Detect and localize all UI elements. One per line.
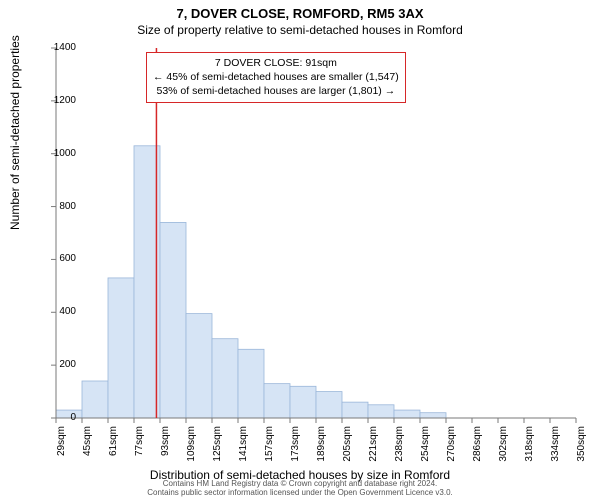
- x-tick-label: 125sqm: [212, 426, 223, 476]
- x-tick-label: 93sqm: [160, 426, 171, 476]
- y-tick-label: 800: [36, 201, 76, 212]
- x-tick-label: 61sqm: [108, 426, 119, 476]
- chart-title: 7, DOVER CLOSE, ROMFORD, RM5 3AX: [0, 0, 600, 21]
- info-line-3: 53% of semi-detached houses are larger (…: [153, 84, 399, 98]
- y-tick-label: 1200: [36, 95, 76, 106]
- x-tick-label: 221sqm: [368, 426, 379, 476]
- y-tick-label: 1000: [36, 148, 76, 159]
- chart-area: 7 DOVER CLOSE: 91sqm ← 45% of semi-detac…: [56, 48, 576, 418]
- x-tick-label: 141sqm: [238, 426, 249, 476]
- y-tick-label: 600: [36, 253, 76, 264]
- x-tick-label: 238sqm: [394, 426, 405, 476]
- histogram-plot: [56, 48, 576, 418]
- chart-container: 7, DOVER CLOSE, ROMFORD, RM5 3AX Size of…: [0, 0, 600, 500]
- footer-line-1: Contains HM Land Registry data © Crown c…: [0, 479, 600, 489]
- footer-line-2: Contains public sector information licen…: [0, 488, 600, 498]
- x-tick-label: 286sqm: [472, 426, 483, 476]
- y-tick-label: 1400: [36, 42, 76, 53]
- info-line-1: 7 DOVER CLOSE: 91sqm: [153, 56, 399, 70]
- info-line-2: ← 45% of semi-detached houses are smalle…: [153, 70, 399, 84]
- x-tick-label: 157sqm: [264, 426, 275, 476]
- x-tick-label: 109sqm: [186, 426, 197, 476]
- x-tick-label: 350sqm: [576, 426, 587, 476]
- x-tick-label: 29sqm: [56, 426, 67, 476]
- y-tick-label: 200: [36, 359, 76, 370]
- footer-attribution: Contains HM Land Registry data © Crown c…: [0, 479, 600, 498]
- x-tick-label: 270sqm: [446, 426, 457, 476]
- marker-info-box: 7 DOVER CLOSE: 91sqm ← 45% of semi-detac…: [146, 52, 406, 103]
- y-axis-label: Number of semi-detached properties: [8, 35, 22, 230]
- x-tick-label: 173sqm: [290, 426, 301, 476]
- x-tick-label: 45sqm: [82, 426, 93, 476]
- x-tick-label: 302sqm: [498, 426, 509, 476]
- y-tick-label: 0: [36, 412, 76, 423]
- x-tick-label: 254sqm: [420, 426, 431, 476]
- x-tick-label: 205sqm: [342, 426, 353, 476]
- chart-subtitle: Size of property relative to semi-detach…: [0, 21, 600, 41]
- x-tick-label: 189sqm: [316, 426, 327, 476]
- x-tick-label: 334sqm: [550, 426, 561, 476]
- x-tick-label: 318sqm: [524, 426, 535, 476]
- x-tick-label: 77sqm: [134, 426, 145, 476]
- y-tick-label: 400: [36, 306, 76, 317]
